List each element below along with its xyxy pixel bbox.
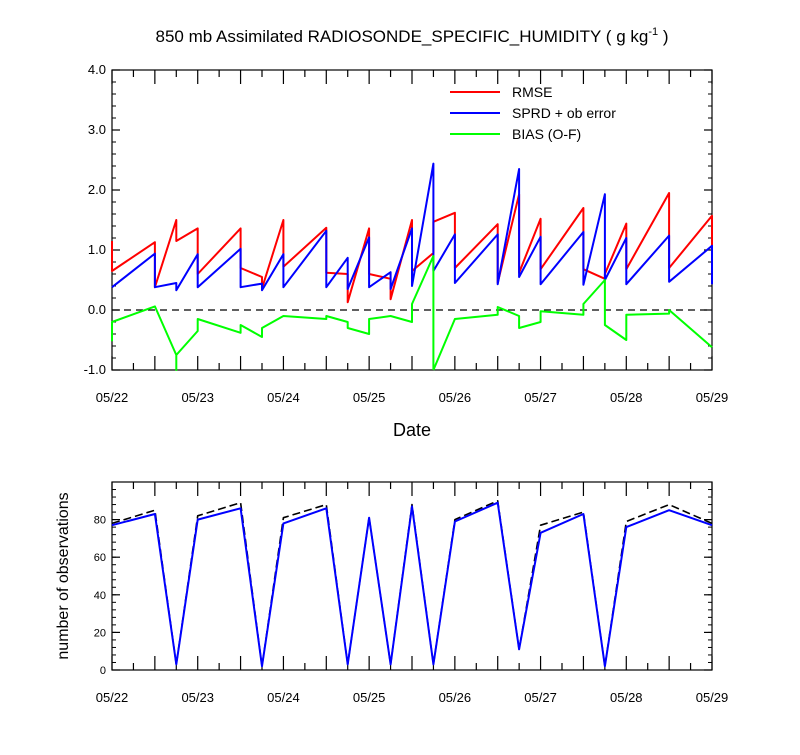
legend-label: RMSE [512, 84, 552, 100]
legend-label: SPRD + ob error [512, 105, 616, 121]
top-x-axis: 05/22 05/23 05/24 05/25 05/26 05/27 05/28 05/29 [96, 70, 729, 405]
y-tick-label: 40 [94, 590, 106, 602]
x-tick-label: 05/27 [524, 390, 557, 405]
legend-label: BIAS (O-F) [512, 126, 581, 142]
bottom-panel: 0 20 40 60 80 05/22 05/23 05/24 05/25 05/26 05/27… [55, 481, 729, 705]
top-y-axis: -1.0 0.0 1.0 2.0 3.0 4.0 [84, 62, 712, 377]
x-tick-label: 05/28 [610, 390, 643, 405]
series-line-sprd-ob-error [111, 162, 713, 292]
series-line-bias-o-f [432, 279, 713, 371]
y-tick-label: 0 [100, 665, 106, 677]
x-tick-label: 05/24 [267, 390, 300, 405]
x-tick-label: 05/26 [439, 690, 472, 705]
y-tick-label: 4.0 [88, 62, 106, 77]
x-tick-label: 05/24 [267, 690, 300, 705]
x-tick-label: 05/23 [181, 690, 214, 705]
x-tick-label: 05/22 [96, 390, 129, 405]
y-tick-label: 80 [94, 515, 106, 527]
x-tick-label: 05/23 [181, 390, 214, 405]
x-tick-label: 05/29 [696, 390, 729, 405]
y-tick-label: 0.0 [88, 302, 106, 317]
chart-title-superscript: -1 [648, 26, 658, 38]
top-panel: 850 mb Assimilated RADIOSONDE_SPECIFIC_H… [84, 26, 729, 440]
x-tick-label: 05/28 [610, 690, 643, 705]
y-tick-label: 3.0 [88, 122, 106, 137]
x-tick-label: 05/27 [524, 690, 557, 705]
top-series-group [111, 162, 713, 371]
chart-title: 850 mb Assimilated RADIOSONDE_SPECIFIC_H… [156, 26, 669, 46]
series-line-assimilated [111, 501, 713, 668]
chart-title-end: ) [658, 27, 668, 46]
x-tick-label: 05/26 [439, 390, 472, 405]
y-tick-label: 60 [94, 552, 106, 564]
bottom-series-group [111, 499, 713, 668]
bottom-x-axis: 05/22 05/23 05/24 05/25 05/26 05/27 05/28 05/29 [96, 482, 729, 705]
x-tick-label: 05/25 [353, 690, 386, 705]
y-tick-label: 2.0 [88, 182, 106, 197]
series-line-possible [111, 499, 713, 668]
x-axis-label: Date [393, 420, 431, 440]
y-tick-label: -1.0 [84, 362, 106, 377]
x-tick-label: 05/29 [696, 690, 729, 705]
x-tick-label: 05/22 [96, 690, 129, 705]
y-tick-label: 20 [94, 627, 106, 639]
series-line-bias-o-f [111, 255, 435, 371]
x-tick-label: 05/25 [353, 390, 386, 405]
bottom-y-axis: 0 20 40 60 80 [94, 481, 712, 677]
y-tick-label: 1.0 [88, 242, 106, 257]
legend: RMSE SPRD + ob error BIAS (O-F) [450, 84, 616, 142]
y-axis-label: number of observations [55, 492, 72, 659]
chart-title-main: 850 mb Assimilated RADIOSONDE_SPECIFIC_H… [156, 27, 649, 46]
